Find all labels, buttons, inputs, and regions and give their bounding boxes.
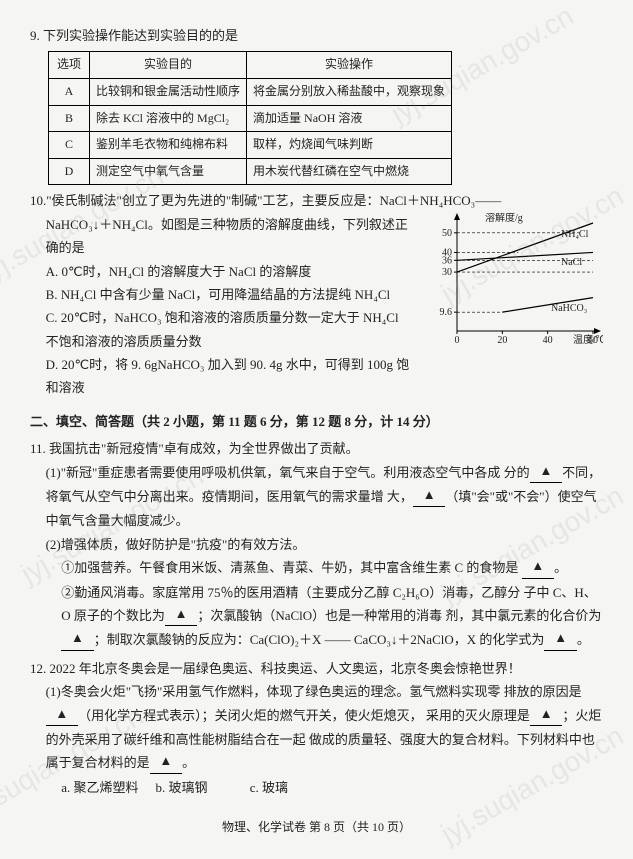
section2-title: 二、填空、简答题（共 2 小题，第 11 题 6 分，第 12 题 8 分，计 … [30,410,603,433]
page-footer: 物理、化学试卷 第 8 页（共 10 页） [30,817,603,839]
q12-opt-b: b. 玻璃钢 [155,776,246,799]
blank: ▲ [530,702,563,726]
q12: 12. 2022 年北京冬奥会是一届绿色奥运、科技奥运、人文奥运，北京冬奥会惊艳… [30,657,603,799]
q11-1: (1)"新冠"重症患者需要使用呼吸机供氧，氧气来自于空气。利用液态空气中各成 分… [30,461,603,533]
solubility-chart: 9.6303640500204060NH₄ClNaClNaHCO₃溶解度/g温度… [423,213,603,370]
svg-text:0: 0 [455,335,460,346]
q10: 10."侯氏制碱法"创立了更为先进的"制碱"工艺，主要反应是：NaCl＋NH₄H… [30,189,603,400]
svg-text:30: 30 [442,267,452,278]
svg-text:NH₄Cl: NH₄Cl [561,229,589,240]
q11-2: (2)增强体质，做好防护是"抗疫"的有效方法。 [30,533,603,556]
q12-opt-a: a. 聚乙烯塑料 [61,776,152,799]
svg-text:40: 40 [442,247,452,258]
q11: 11. 我国抗击"新冠疫情"卓有成效，为全世界做出了贡献。 (1)"新冠"重症患… [30,437,603,653]
q11-2-1: ①加强营养。午餐食用米饭、清蒸鱼、青菜、牛奶，其中富含维生素 C 的食物是 ▲。 [30,556,603,580]
blank: ▲ [46,702,79,726]
blank: ▲ [530,459,563,483]
q9: 9. 下列实验操作能达到实验目的的是 选项实验目的实验操作A比较铜和银金属活动性… [30,24,603,185]
svg-text:NaCl: NaCl [561,257,582,268]
svg-text:溶解度/g: 溶解度/g [485,213,523,224]
svg-text:40: 40 [543,335,553,346]
svg-text:NaHCO₃: NaHCO₃ [551,303,587,314]
q9-stem: 9. 下列实验操作能达到实验目的的是 [30,24,603,47]
blank: ▲ [522,554,555,578]
q12-1: (1)冬奥会火炬"飞扬"采用氢气作燃料，体现了绿色奥运的理念。氢气燃料实现零 排… [30,680,603,776]
blank: ▲ [413,483,446,507]
svg-text:9.6: 9.6 [440,307,453,318]
svg-text:20: 20 [497,335,507,346]
blank: ▲ [165,602,198,626]
q12-opt-c: c. 玻璃 [250,780,288,795]
svg-text:50: 50 [442,228,452,239]
svg-text:温度/℃: 温度/℃ [573,333,603,346]
blank: ▲ [544,626,577,650]
q11-stem: 11. 我国抗击"新冠疫情"卓有成效，为全世界做出了贡献。 [30,437,603,460]
blank: ▲ [150,749,183,773]
q11-2-2: ②勤通风消毒。家庭常用 75％的医用酒精（主要成分乙醇 C₂H₆O）消毒，乙醇分… [30,581,603,653]
q12-stem: 12. 2022 年北京冬奥会是一届绿色奥运、科技奥运、人文奥运，北京冬奥会惊艳… [30,657,603,680]
q10-stem: 10."侯氏制碱法"创立了更为先进的"制碱"工艺，主要反应是：NaCl＋NH₄H… [30,189,603,212]
q12-opts: a. 聚乙烯塑料 b. 玻璃钢 c. 玻璃 [30,776,603,799]
q9-table: 选项实验目的实验操作A比较铜和银金属活动性顺序将金属分别放入稀盐酸中，观察现象B… [48,51,452,185]
blank: ▲ [61,626,94,650]
